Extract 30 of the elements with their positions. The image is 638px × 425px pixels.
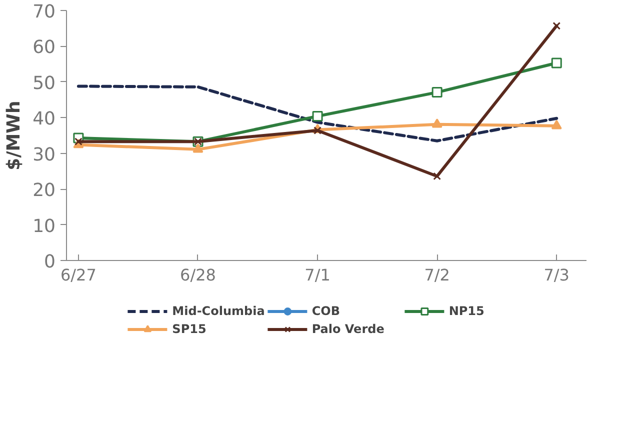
point [551, 120, 562, 130]
y-tick-label: 10 [32, 216, 56, 237]
point [551, 58, 562, 68]
x-tick-label: 6/28 [180, 266, 216, 284]
y-tick-label: 50 [32, 72, 56, 94]
x-tick-label: 6/27 [60, 266, 96, 284]
point [432, 87, 442, 98]
y-tick-label: 40 [32, 108, 56, 130]
legend-label: SP15 [172, 321, 208, 337]
legend-label: Palo Verde [312, 321, 386, 337]
point [74, 138, 82, 146]
y-tick-label: 20 [32, 180, 56, 202]
point [432, 118, 442, 128]
point [433, 172, 442, 180]
y-tick-label: 30 [32, 144, 56, 166]
point [552, 22, 561, 30]
x-tick-label: 7/3 [544, 266, 570, 284]
legend-label: Mid-Columbia [172, 303, 265, 319]
x-tick-label: 7/1 [304, 266, 330, 284]
y-axis-title: $/MWh [4, 100, 25, 170]
legend-label: COB [312, 303, 341, 319]
point [312, 110, 323, 122]
point [192, 143, 204, 153]
y-tick-label: 70 [32, 2, 56, 22]
legend-label: NP15 [448, 303, 486, 319]
line-series [76, 84, 558, 142]
y-tick-label: 0 [44, 252, 56, 272]
point [314, 126, 322, 134]
y-tick-label: 60 [32, 37, 56, 58]
x-tick-label: 7/2 [424, 266, 450, 284]
